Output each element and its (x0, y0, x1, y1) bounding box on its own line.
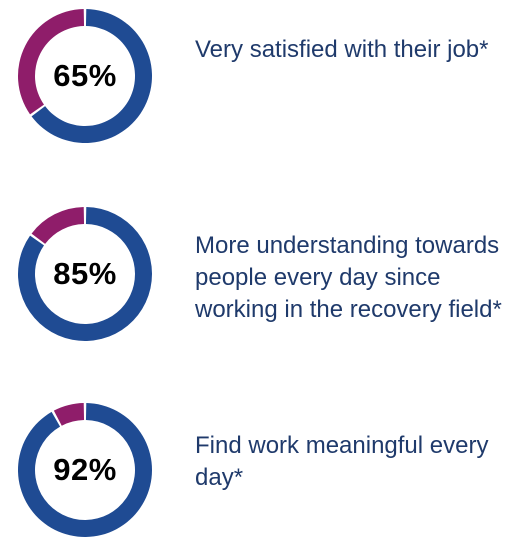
donut-slice-remainder (53, 403, 85, 426)
stat-description: Find work meaningful every day* (195, 432, 489, 491)
percentage-label: 92% (53, 452, 117, 487)
stat-description: More understanding towards people every … (195, 232, 502, 323)
donut-slice-remainder (31, 207, 85, 244)
donut-svg (18, 403, 152, 537)
percentage-label: 65% (53, 58, 117, 93)
donut-svg (17, 9, 152, 144)
donut-svg (17, 207, 152, 341)
stat-description: Very satisfied with their job* (195, 36, 489, 63)
percentage-label: 85% (53, 256, 117, 291)
donut-slice-remainder (17, 9, 85, 115)
donut-chart: 92% (17, 402, 153, 538)
donut-chart: 65% (17, 8, 153, 144)
donut-chart: 85% (17, 206, 153, 342)
